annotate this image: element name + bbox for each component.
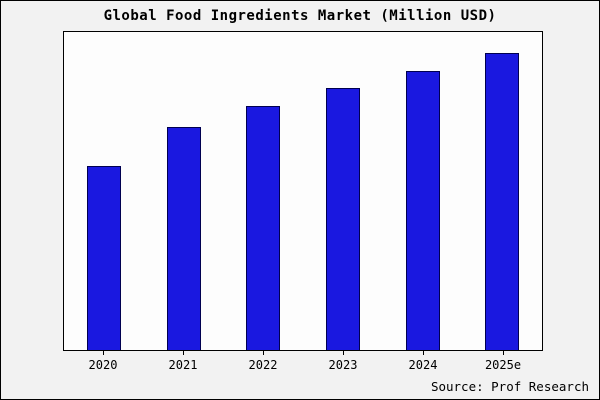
x-tick-mark [342, 351, 344, 355]
x-tick-mark [422, 351, 424, 355]
x-tick-label-2021: 2021 [168, 358, 198, 372]
bar-slot [303, 32, 383, 350]
bar-2024 [405, 70, 440, 350]
bar-2025e [485, 52, 520, 350]
x-tick-label-2024: 2024 [408, 358, 438, 372]
bar-2020 [86, 165, 121, 350]
x-axis-cell: 2025e [463, 351, 543, 372]
bar-2023 [325, 88, 360, 350]
x-tick-mark [502, 351, 504, 355]
chart-title: Global Food Ingredients Market (Million … [103, 8, 497, 24]
x-axis-cell: 2024 [383, 351, 463, 372]
bar-slot [223, 32, 303, 350]
x-tick-label-2020: 2020 [88, 358, 118, 372]
bar-2021 [166, 127, 201, 350]
bar-slot [383, 32, 463, 350]
bars-row [64, 32, 542, 350]
x-tick-label-2025e: 2025e [484, 358, 522, 372]
x-axis-cell: 2023 [303, 351, 383, 372]
x-axis-cell: 2020 [63, 351, 143, 372]
x-tick-label-2022: 2022 [248, 358, 278, 372]
source-note: Source: Prof Research [430, 379, 589, 394]
x-axis-cell: 2022 [223, 351, 303, 372]
bar-slot [462, 32, 542, 350]
bar-slot [144, 32, 224, 350]
x-tick-label-2023: 2023 [328, 358, 358, 372]
x-axis-cell: 2021 [143, 351, 223, 372]
x-tick-mark [262, 351, 264, 355]
x-tick-mark [182, 351, 184, 355]
x-axis: 2020 2021 2022 2023 2024 2025e [63, 351, 543, 372]
bar-slot [64, 32, 144, 350]
x-tick-mark [102, 351, 104, 355]
bar-2022 [246, 106, 281, 350]
plot-area [63, 31, 543, 351]
